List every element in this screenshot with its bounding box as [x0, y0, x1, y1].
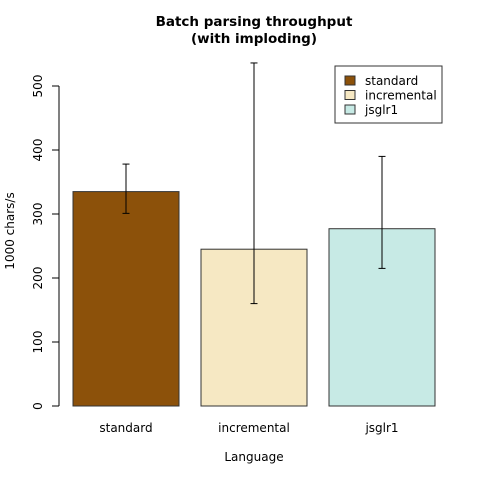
- x-tick-label-incremental: incremental: [218, 421, 290, 435]
- chart-title-line-1: Batch parsing throughput: [156, 14, 353, 30]
- x-axis-label: Language: [224, 450, 283, 464]
- legend-label-jsglr1: jsglr1: [364, 103, 398, 117]
- legend-swatch-jsglr1: [344, 104, 356, 115]
- legend-swatch-incremental: [344, 90, 356, 100]
- y-tick-label: 0: [31, 402, 45, 410]
- y-tick-label: 400: [31, 139, 45, 162]
- x-tick-labels: standard incremental jsglr1: [99, 421, 398, 435]
- y-tick-label: 500: [31, 75, 45, 98]
- legend-label-incremental: incremental: [365, 89, 437, 103]
- y-axis-label: 1000 chars/s: [3, 192, 17, 269]
- y-axis: 0 100 200 300 400 500: [31, 75, 60, 410]
- y-tick-label: 100: [31, 331, 45, 354]
- y-tick-label: 300: [31, 203, 45, 226]
- x-tick-label-standard: standard: [99, 421, 152, 435]
- legend-swatch-standard: [344, 75, 356, 86]
- legend-label-standard: standard: [365, 74, 418, 88]
- chart-title-line-2: (with imploding): [191, 31, 317, 47]
- bar-standard: [72, 191, 180, 407]
- y-tick-label: 200: [31, 267, 45, 290]
- bars: [72, 62, 436, 407]
- x-tick-label-jsglr1: jsglr1: [364, 421, 398, 435]
